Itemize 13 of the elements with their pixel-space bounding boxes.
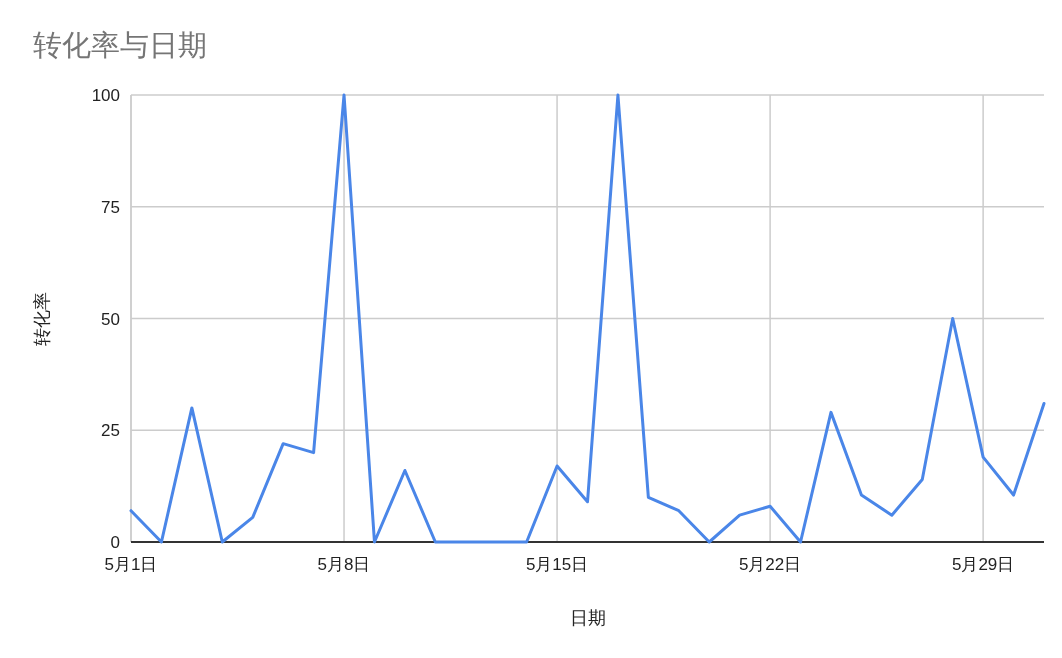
chart-title: 转化率与日期 <box>33 29 207 61</box>
y-tick-label: 25 <box>101 421 120 441</box>
y-tick-label: 50 <box>101 309 120 329</box>
x-tick-label: 5月1日 <box>104 555 158 574</box>
y-tick-label: 0 <box>110 533 120 552</box>
x-tick-label: 5月15日 <box>525 555 589 574</box>
x-tick-label: 5月8日 <box>317 555 371 574</box>
y-tick-label: 75 <box>101 197 120 217</box>
x-tick-label: 5月29日 <box>951 555 1015 574</box>
x-tick-label: 5月22日 <box>738 555 802 574</box>
y-axis-title: 转化率 <box>32 291 52 346</box>
y-tick-label: 100 <box>91 86 120 105</box>
x-axis-title: 日期 <box>569 608 606 628</box>
